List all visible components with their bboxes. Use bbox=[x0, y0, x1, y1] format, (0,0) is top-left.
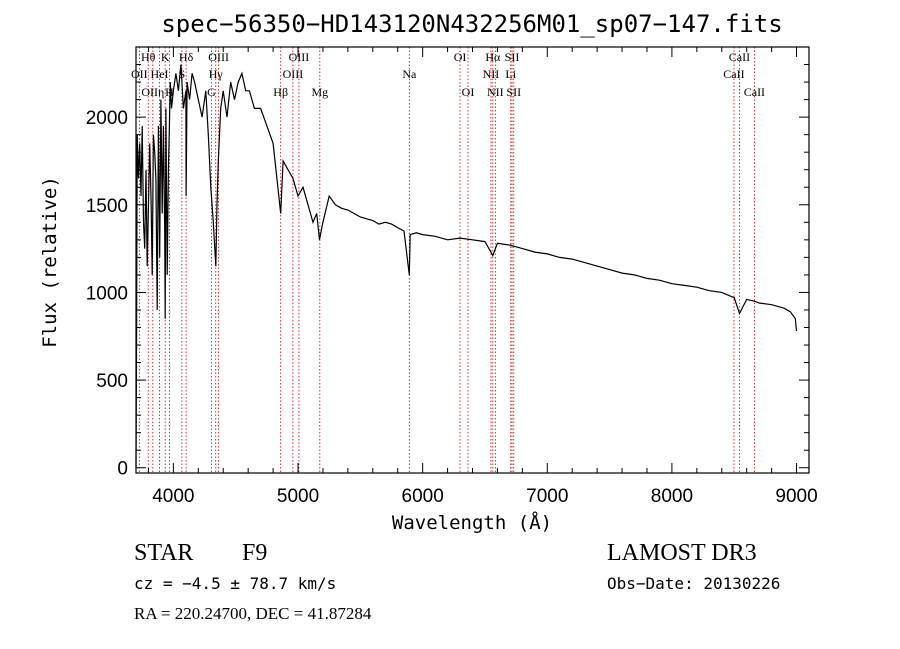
observation-date: Obs−Date: 20130226 bbox=[607, 574, 780, 593]
line-marker-label: SII bbox=[505, 50, 520, 64]
plot-frame bbox=[135, 46, 810, 474]
y-tick-label: 0 bbox=[117, 459, 128, 480]
line-marker-label: HeI bbox=[151, 67, 169, 81]
line-marker-label: NII bbox=[487, 85, 504, 99]
line-marker-label: OI bbox=[462, 85, 475, 99]
x-tick-label: 7000 bbox=[526, 486, 568, 507]
line-marker-label: Mg bbox=[311, 85, 328, 99]
line-marker-label: OI bbox=[454, 50, 467, 64]
x-tick-label: 8000 bbox=[651, 486, 693, 507]
y-tick-label: 2000 bbox=[86, 108, 128, 129]
line-marker-label: CaII bbox=[744, 85, 765, 99]
y-tick-label: 1000 bbox=[86, 283, 128, 304]
redshift-cz: cz = −4.5 ± 78.7 km/s bbox=[134, 574, 336, 593]
line-marker-label: OIII bbox=[289, 50, 310, 64]
line-marker-label: OIII bbox=[283, 67, 304, 81]
x-tick-label: 6000 bbox=[402, 486, 444, 507]
line-marker-label: OIIη bbox=[141, 85, 164, 99]
line-marker-label: Hα bbox=[485, 50, 501, 64]
line-marker-label: Hγ bbox=[209, 67, 224, 81]
line-marker-label: OIII bbox=[208, 50, 229, 64]
x-tick-label: 5000 bbox=[277, 486, 319, 507]
spectrum-line bbox=[135, 64, 798, 468]
line-marker-label: K bbox=[161, 50, 170, 64]
y-axis-ticks: 0 500 1000 1500 2000 bbox=[86, 64, 809, 480]
y-tick-label: 1500 bbox=[86, 196, 128, 217]
line-marker-label: Hβ bbox=[273, 85, 288, 99]
line-marker-label: G bbox=[207, 85, 216, 99]
line-marker-label: SII bbox=[506, 85, 521, 99]
line-marker-label: NII bbox=[483, 67, 500, 81]
x-tick-label: 4000 bbox=[152, 486, 194, 507]
x-axis-ticks: 4000 5000 6000 7000 8000 9000 bbox=[147, 47, 818, 507]
line-marker-label: CaII bbox=[729, 50, 750, 64]
object-class: STAR bbox=[134, 540, 193, 566]
line-marker-label: Hδ bbox=[179, 50, 194, 64]
y-tick-label: 500 bbox=[96, 371, 128, 392]
x-tick-label: 9000 bbox=[775, 486, 817, 507]
ra-dec: RA = 220.24700, DEC = 41.87284 bbox=[134, 604, 372, 623]
line-marker-label: Na bbox=[402, 67, 417, 81]
line-marker-label: OII bbox=[131, 67, 148, 81]
x-axis-label: Wavelength (Å) bbox=[392, 511, 552, 534]
line-marker-label: Hθ bbox=[141, 50, 156, 64]
survey-name: LAMOST DR3 bbox=[607, 540, 757, 566]
chart-title: spec−56350−HD143120N432256M01_sp07−147.f… bbox=[161, 10, 782, 38]
y-axis-label: Flux (relative) bbox=[39, 176, 61, 348]
line-marker-label: Li bbox=[505, 67, 516, 81]
object-subclass: F9 bbox=[242, 540, 267, 566]
line-marker-label: CaII bbox=[723, 67, 744, 81]
spectral-line-markers bbox=[138, 47, 755, 473]
